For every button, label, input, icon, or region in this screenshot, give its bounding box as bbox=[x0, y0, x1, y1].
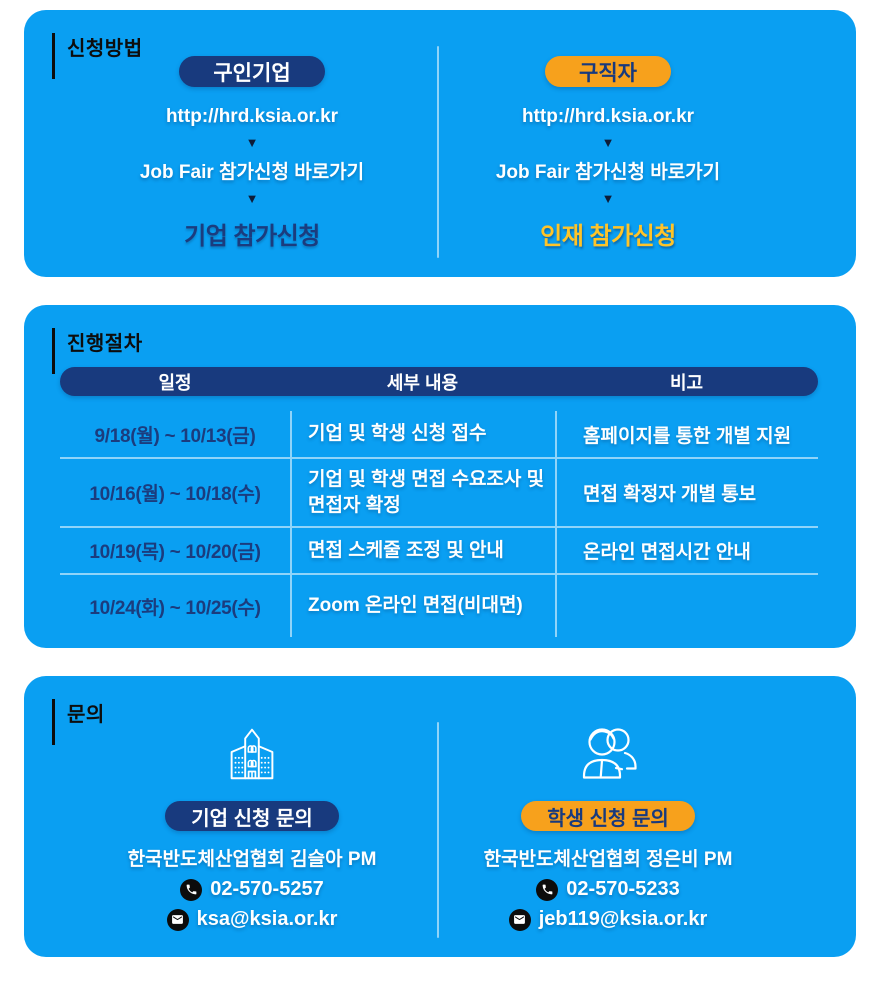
process-section-card: 진행절차 일정 세부 내용 비고 9/18(월) ~ 10/13(금) 기업 및… bbox=[24, 305, 856, 648]
apply-columns: 구인기업 http://hrd.ksia.or.kr ▼ Job Fair 참가… bbox=[24, 10, 856, 277]
process-table-header: 일정 세부 내용 비고 bbox=[60, 367, 818, 396]
row-schedule: 10/19(목) ~ 10/20(금) bbox=[89, 542, 261, 564]
process-heading-label: 진행절차 bbox=[67, 333, 143, 355]
jobseeker-step: Job Fair 참가신청 바로가기 bbox=[495, 162, 721, 183]
people-icon bbox=[572, 720, 644, 786]
table-row: 9/18(월) ~ 10/13(금) 기업 및 학생 신청 접수 홈페이지를 통… bbox=[60, 411, 818, 459]
down-arrow-icon: ▼ bbox=[245, 135, 259, 150]
contact-heading-label: 문의 bbox=[67, 704, 105, 726]
contact-section-card: 문의 bbox=[24, 676, 856, 957]
row-note: 온라인 면접시간 안내 bbox=[555, 528, 818, 574]
row-schedule: 10/24(화) ~ 10/25(수) bbox=[89, 597, 261, 619]
table-row: 10/16(월) ~ 10/18(수) 기업 및 학생 면접 수요조사 및 면접… bbox=[60, 459, 818, 529]
row-detail: 면접 스케줄 조정 및 안내 bbox=[290, 528, 555, 574]
company-pill: 구인기업 bbox=[179, 56, 325, 87]
apply-column-divider bbox=[437, 46, 439, 258]
company-email-row: ksa@ksia.or.kr bbox=[166, 908, 338, 931]
heading-bar bbox=[52, 699, 55, 745]
row-note: 홈페이지를 통한 개별 지원 bbox=[555, 411, 818, 457]
heading-bar bbox=[52, 328, 55, 374]
apply-jobseeker-column: 구직자 http://hrd.ksia.or.kr ▼ Job Fair 참가신… bbox=[440, 10, 856, 277]
row-note bbox=[555, 575, 818, 638]
apply-heading-label: 신청방법 bbox=[67, 38, 143, 60]
student-contact-pill: 학생 신청 문의 bbox=[521, 801, 695, 831]
student-phone-row: 02-570-5233 bbox=[536, 878, 680, 901]
header-note: 비고 bbox=[669, 372, 704, 393]
jobseeker-final-step: 인재 참가신청 bbox=[540, 223, 676, 250]
row-detail: 기업 및 학생 신청 접수 bbox=[290, 411, 555, 457]
contact-columns: 기업 신청 문의 한국반도체산업협회 김슬아 PM 02-570-5257 ks… bbox=[24, 676, 856, 957]
contact-company-column: 기업 신청 문의 한국반도체산업협회 김슬아 PM 02-570-5257 ks… bbox=[24, 676, 440, 957]
jobseeker-url: http://hrd.ksia.or.kr bbox=[521, 106, 695, 127]
down-arrow-icon: ▼ bbox=[601, 135, 615, 150]
row-schedule: 9/18(월) ~ 10/13(금) bbox=[94, 425, 256, 447]
company-url: http://hrd.ksia.or.kr bbox=[165, 106, 339, 127]
contact-column-divider bbox=[437, 722, 439, 938]
process-table: 일정 세부 내용 비고 9/18(월) ~ 10/13(금) 기업 및 학생 신… bbox=[60, 367, 818, 638]
poster: { "colors": { "card_blue": "#0a9ff2", "n… bbox=[0, 10, 880, 984]
apply-section-card: 신청방법 구인기업 http://hrd.ksia.or.kr ▼ Job Fa… bbox=[24, 10, 856, 277]
header-detail: 세부 내용 bbox=[386, 372, 459, 393]
mail-icon bbox=[508, 908, 531, 931]
student-email: jeb119@ksia.or.kr bbox=[538, 908, 708, 930]
mail-icon bbox=[166, 908, 189, 931]
student-phone: 02-570-5233 bbox=[566, 878, 680, 900]
student-contact-name: 한국반도체산업협회 정은비 PM bbox=[483, 849, 733, 870]
table-row: 10/24(화) ~ 10/25(수) Zoom 온라인 면접(비대면) bbox=[60, 575, 818, 638]
company-step: Job Fair 참가신청 바로가기 bbox=[139, 162, 365, 183]
building-icon bbox=[219, 720, 285, 786]
company-contact-pill: 기업 신청 문의 bbox=[165, 801, 339, 831]
contact-section-heading: 문의 bbox=[52, 698, 105, 745]
down-arrow-icon: ▼ bbox=[245, 191, 259, 206]
apply-section-heading: 신청방법 bbox=[52, 32, 143, 79]
header-schedule: 일정 bbox=[158, 372, 192, 393]
company-email: ksa@ksia.or.kr bbox=[196, 908, 338, 930]
company-phone: 02-570-5257 bbox=[210, 878, 324, 900]
phone-icon bbox=[536, 878, 559, 901]
phone-icon bbox=[180, 878, 203, 901]
jobseeker-pill: 구직자 bbox=[545, 56, 671, 87]
company-final-step: 기업 참가신청 bbox=[184, 223, 320, 250]
row-detail: Zoom 온라인 면접(비대면) bbox=[290, 575, 555, 638]
heading-bar bbox=[52, 33, 55, 79]
row-note: 면접 확정자 개별 통보 bbox=[555, 459, 818, 527]
apply-company-column: 구인기업 http://hrd.ksia.or.kr ▼ Job Fair 참가… bbox=[24, 10, 440, 277]
table-row: 10/19(목) ~ 10/20(금) 면접 스케줄 조정 및 안내 온라인 면… bbox=[60, 528, 818, 576]
process-section-heading: 진행절차 bbox=[52, 327, 143, 374]
student-email-row: jeb119@ksia.or.kr bbox=[508, 908, 708, 931]
contact-student-column: 학생 신청 문의 한국반도체산업협회 정은비 PM 02-570-5233 je… bbox=[440, 676, 856, 957]
company-phone-row: 02-570-5257 bbox=[180, 878, 324, 901]
down-arrow-icon: ▼ bbox=[601, 191, 615, 206]
process-table-body: 9/18(월) ~ 10/13(금) 기업 및 학생 신청 접수 홈페이지를 통… bbox=[60, 411, 818, 638]
row-detail: 기업 및 학생 면접 수요조사 및 면접자 확정 bbox=[290, 459, 555, 527]
row-schedule: 10/16(월) ~ 10/18(수) bbox=[89, 484, 261, 506]
company-contact-name: 한국반도체산업협회 김슬아 PM bbox=[127, 849, 377, 870]
